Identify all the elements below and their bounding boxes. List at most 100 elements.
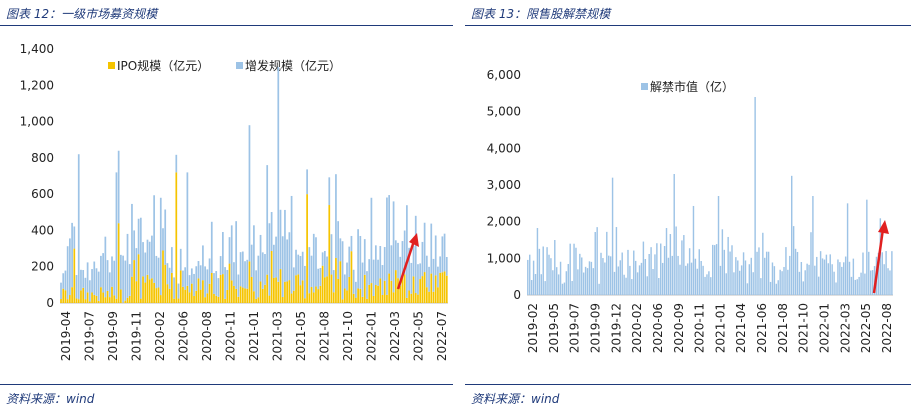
bar-ipo: [95, 295, 98, 303]
bar-ipo: [166, 284, 169, 303]
bar-unlock: [546, 247, 548, 295]
bar-unlock: [737, 260, 739, 295]
bar-refinancing: [66, 246, 69, 300]
bar-ipo: [390, 280, 393, 303]
bar-ipo: [379, 278, 382, 303]
bar-ipo: [425, 287, 428, 303]
x-tick-label: 2019-07: [568, 303, 582, 353]
bar-refinancing: [162, 228, 164, 251]
bar-unlock: [688, 248, 691, 295]
bar-unlock: [613, 271, 616, 295]
bar-refinancing: [153, 195, 155, 283]
bar-unlock: [758, 247, 760, 295]
bar-unlock: [858, 276, 860, 295]
bar-refinancing: [208, 258, 211, 284]
bar-refinancing: [151, 235, 153, 279]
bar-unlock: [825, 254, 828, 295]
bar-ipo: [241, 287, 244, 303]
bar-ipo: [319, 285, 322, 303]
bar-ipo: [71, 287, 73, 303]
bar-refinancing: [264, 254, 266, 285]
bar-refinancing: [106, 260, 109, 291]
bar-ipo: [250, 276, 253, 303]
bar-unlock: [561, 283, 564, 295]
bar-unlock: [729, 251, 731, 295]
chart-title: 图表 12：一级市场募资规模: [6, 7, 158, 21]
bar-unlock: [608, 255, 610, 295]
bar-refinancing: [441, 236, 444, 273]
bar-refinancing: [226, 269, 229, 290]
bar-ipo: [159, 295, 162, 303]
bar-unlock: [829, 254, 831, 295]
bar-ipo: [259, 281, 262, 303]
bar-ipo: [93, 294, 96, 303]
bar-unlock: [725, 273, 727, 295]
bar-unlock: [791, 175, 793, 295]
bar-refinancing: [328, 177, 331, 206]
bar-unlock: [590, 261, 593, 295]
bar-ipo: [139, 298, 142, 303]
bar-unlock: [660, 243, 662, 295]
bar-unlock: [781, 271, 783, 295]
bar-unlock: [771, 262, 774, 295]
trend-arrow-shaft: [872, 228, 885, 294]
bar-refinancing: [257, 255, 260, 298]
bar-unlock: [634, 260, 637, 295]
bar-refinancing: [75, 275, 78, 299]
bar-unlock: [675, 226, 677, 295]
bar-refinancing: [62, 273, 65, 289]
bar-ipo: [386, 294, 388, 303]
x-tick-label: 2020-06: [177, 311, 191, 361]
bar-ipo: [128, 295, 131, 303]
bar-unlock: [661, 262, 664, 295]
bar-unlock: [644, 259, 647, 295]
bar-ipo: [111, 286, 113, 303]
bar-ipo: [443, 271, 446, 303]
bar-ipo: [428, 291, 430, 303]
bar-unlock: [764, 257, 766, 295]
bar-refinancing: [217, 278, 220, 297]
bar-unlock: [787, 269, 789, 295]
bar-refinancing: [139, 217, 142, 299]
bar-refinancing: [326, 256, 328, 277]
bar-unlock: [885, 251, 887, 295]
bar-ipo: [179, 270, 182, 303]
legend-swatch: [236, 62, 243, 69]
y-tick-label: 200: [31, 260, 54, 274]
bar-ipo: [412, 276, 415, 303]
y-tick-label: 1,400: [20, 42, 54, 56]
bar-unlock: [555, 267, 558, 295]
bar-ipo: [272, 278, 275, 303]
title-divider: [0, 25, 453, 26]
bar-ipo: [102, 292, 104, 303]
bar-refinancing: [182, 270, 184, 287]
bar-refinancing: [417, 264, 419, 295]
bar-unlock: [669, 234, 672, 295]
bar-unlock: [733, 272, 735, 295]
bar-ipo: [164, 264, 167, 303]
bar-refinancing: [195, 266, 198, 291]
y-tick-label: 1,200: [20, 78, 54, 92]
bar-unlock: [671, 255, 673, 295]
bar-ipo: [182, 286, 184, 303]
bar-refinancing: [93, 261, 96, 295]
bar-ipo: [297, 274, 300, 303]
bar-refinancing: [73, 226, 76, 249]
bar-ipo: [441, 272, 444, 303]
bar-unlock: [527, 259, 529, 295]
bar-refinancing: [95, 268, 98, 296]
bar-refinancing: [179, 248, 182, 271]
x-tick-label: 2020-06: [651, 303, 665, 353]
bar-ipo: [120, 289, 122, 303]
bar-ipo: [131, 276, 133, 303]
bar-unlock: [719, 265, 722, 295]
bar-ipo: [414, 293, 417, 303]
bar-ipo: [193, 296, 195, 303]
bar-unlock: [592, 268, 595, 295]
bar-ipo: [235, 288, 238, 303]
bar-ipo: [326, 276, 328, 303]
bar-unlock: [810, 232, 812, 295]
bar-unlock: [567, 263, 569, 295]
x-tick-label: 2022-08: [880, 303, 894, 353]
bar-ipo: [350, 251, 353, 303]
